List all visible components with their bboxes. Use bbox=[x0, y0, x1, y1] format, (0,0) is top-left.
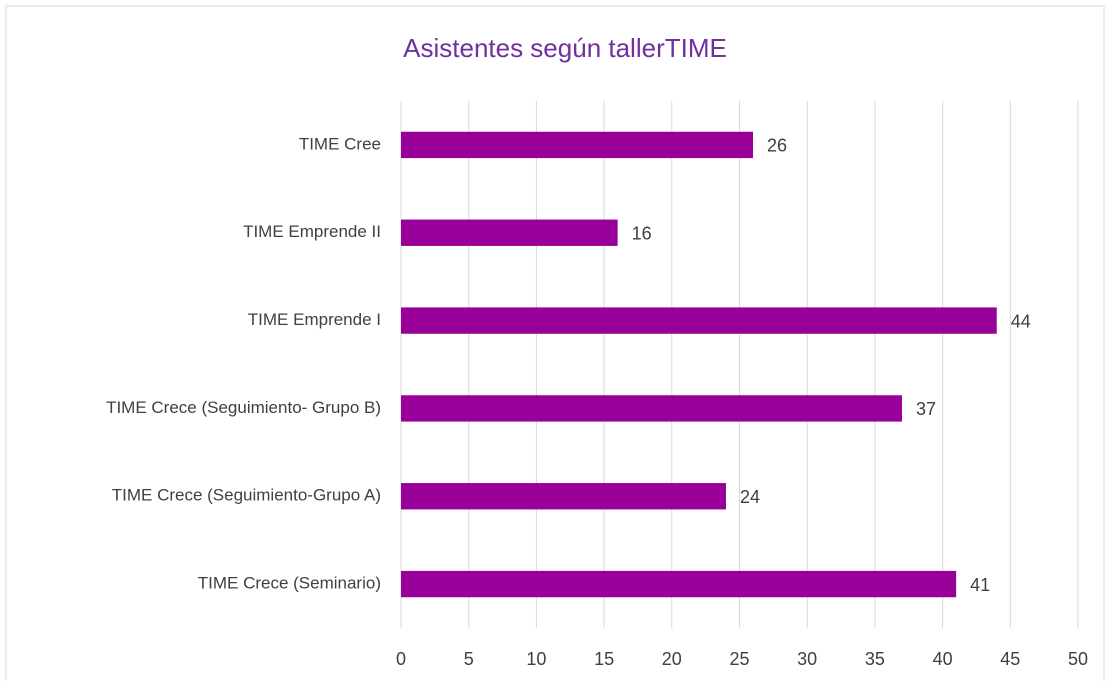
x-tick-label: 45 bbox=[1000, 649, 1020, 669]
x-tick-label: 15 bbox=[594, 649, 614, 669]
chart-title: Asistentes según tallerTIME bbox=[403, 33, 727, 63]
x-tick-label: 40 bbox=[933, 649, 953, 669]
data-label: 26 bbox=[767, 136, 787, 156]
bar bbox=[401, 219, 618, 246]
chart-frame bbox=[5, 5, 1105, 681]
data-label: 44 bbox=[1011, 311, 1031, 331]
y-tick-label: TIME Emprende I bbox=[248, 310, 381, 329]
x-tick-label: 10 bbox=[526, 649, 546, 669]
bar bbox=[401, 395, 902, 422]
bar bbox=[401, 131, 754, 159]
data-label: 24 bbox=[740, 487, 760, 507]
y-tick-label: TIME Crece (Seguimiento- Grupo B) bbox=[106, 398, 381, 417]
data-label: 16 bbox=[632, 224, 652, 244]
bar bbox=[401, 570, 957, 598]
x-tick-label: 25 bbox=[729, 649, 749, 669]
y-tick-label: TIME Emprende II bbox=[243, 222, 381, 241]
x-tick-label: 20 bbox=[662, 649, 682, 669]
x-tick-label: 5 bbox=[464, 649, 474, 669]
x-tick-label: 30 bbox=[797, 649, 817, 669]
y-tick-label: TIME Cree bbox=[299, 134, 381, 153]
x-tick-label: 50 bbox=[1068, 649, 1088, 669]
y-tick-label: TIME Crece (Seminario) bbox=[198, 574, 381, 593]
y-tick-label: TIME Crece (Seguimiento-Grupo A) bbox=[112, 486, 381, 505]
bar bbox=[401, 307, 997, 334]
data-label: 41 bbox=[970, 575, 990, 595]
bar bbox=[401, 483, 726, 510]
data-label: 37 bbox=[916, 399, 936, 419]
x-tick-label: 35 bbox=[865, 649, 885, 669]
x-tick-label: 0 bbox=[396, 649, 406, 669]
